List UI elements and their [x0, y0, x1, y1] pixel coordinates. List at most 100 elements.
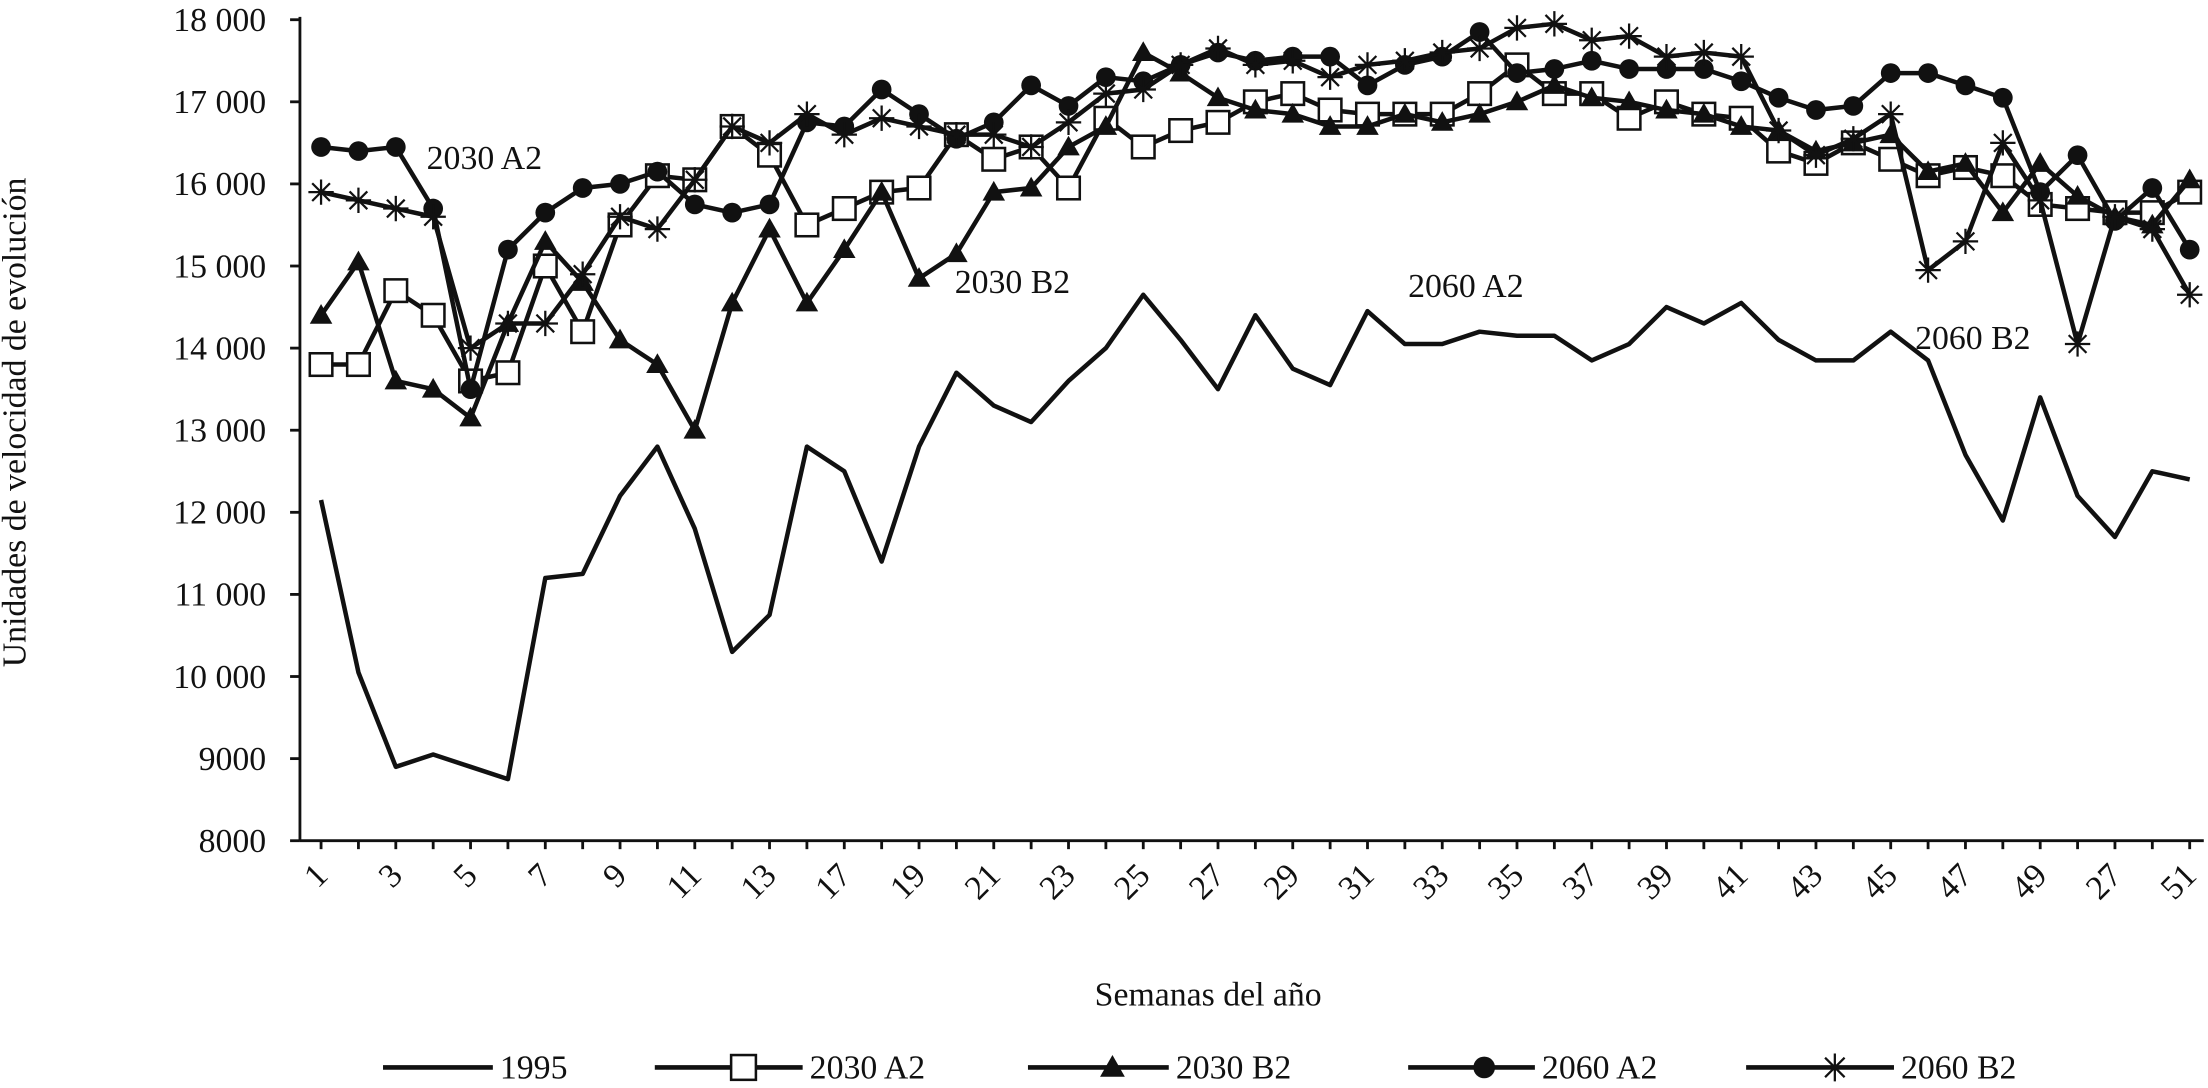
x-tick-label: 33 — [1406, 857, 1456, 907]
marker — [1357, 75, 1378, 96]
marker — [1843, 96, 1864, 116]
legend-label: 2030 A2 — [810, 1050, 925, 1087]
marker — [1992, 87, 2013, 108]
marker — [1356, 115, 1379, 135]
marker — [607, 204, 633, 230]
marker — [534, 230, 557, 250]
x-tick-label: 1 — [297, 857, 335, 895]
marker — [1096, 67, 1116, 88]
y-axis-title: Unidades de velocidad de evolución — [0, 178, 33, 668]
series: 2030 B2 — [309, 41, 2201, 1087]
annotation: 2030 B2 — [955, 264, 1070, 301]
marker — [347, 250, 370, 271]
marker — [608, 328, 632, 349]
marker — [1205, 35, 1231, 62]
x-tick-label: 51 — [2154, 857, 2204, 907]
marker — [308, 179, 334, 205]
legend-label: 1995 — [500, 1050, 568, 1087]
marker — [1655, 98, 1678, 119]
marker — [2067, 145, 2088, 166]
x-tick-label: 47 — [1930, 857, 1980, 907]
marker — [794, 212, 820, 238]
marker — [1055, 109, 1082, 136]
marker — [1916, 160, 1940, 181]
x-tick-label: 7 — [521, 857, 559, 895]
x-tick-label: 9 — [596, 857, 634, 895]
marker — [1991, 201, 2015, 222]
marker — [1990, 130, 2016, 156]
marker — [345, 187, 372, 214]
x-tick-label: 5 — [447, 857, 485, 895]
y-tick-label: 17 000 — [173, 84, 266, 121]
marker — [943, 121, 970, 148]
marker — [1130, 76, 1156, 103]
marker — [682, 167, 708, 193]
marker — [457, 335, 484, 361]
series-line — [320, 29, 2192, 392]
marker — [871, 79, 892, 100]
y-tick-label: 18 000 — [173, 2, 266, 39]
series-line — [318, 292, 2191, 782]
marker — [756, 130, 783, 156]
x-axis-title: Semanas del año — [1095, 976, 1322, 1013]
marker — [2179, 239, 2200, 260]
marker — [2027, 187, 2053, 214]
marker — [1206, 86, 1230, 107]
legend-label: 2060 A2 — [1542, 1050, 1657, 1087]
y-tick-label: 14 000 — [173, 330, 266, 367]
marker — [759, 194, 780, 215]
marker — [1430, 111, 1454, 131]
marker — [1019, 176, 1043, 197]
marker — [647, 161, 668, 182]
marker — [1205, 109, 1231, 135]
x-tick-label: 25 — [1107, 857, 1157, 907]
marker — [1168, 118, 1194, 144]
marker — [459, 406, 482, 427]
marker — [311, 137, 331, 157]
marker — [1429, 39, 1455, 66]
marker — [348, 141, 369, 161]
marker — [421, 377, 445, 398]
x-tick-label: 37 — [1556, 857, 1606, 907]
y-tick-label: 9000 — [199, 741, 267, 778]
marker — [795, 291, 819, 312]
marker — [1581, 50, 1602, 71]
y-tick-label: 12 000 — [173, 495, 266, 532]
marker — [1619, 59, 1639, 79]
marker — [1473, 1056, 1496, 1079]
marker — [1131, 41, 1155, 62]
x-tick-label: 29 — [1257, 857, 1307, 907]
marker — [1507, 63, 1527, 83]
marker — [722, 202, 743, 223]
x-tick-label: 27 — [1182, 857, 1232, 907]
x-tick-label: 3 — [372, 857, 410, 895]
series: 2030 A2 — [308, 52, 2203, 1087]
x-tick-label: 41 — [1705, 857, 1755, 907]
marker — [1057, 135, 1080, 156]
y-tick-label: 16 000 — [173, 166, 266, 203]
marker — [1765, 117, 1792, 144]
marker — [1280, 81, 1306, 107]
y-tick-label: 10 000 — [173, 659, 266, 696]
x-tick-label: 19 — [883, 857, 933, 907]
marker — [870, 180, 893, 201]
marker — [495, 310, 521, 337]
marker — [1467, 81, 1493, 107]
y-tick-label: 15 000 — [173, 248, 266, 285]
marker — [1728, 43, 1754, 70]
marker — [981, 121, 1007, 148]
marker — [1952, 228, 1979, 255]
marker — [729, 1053, 758, 1082]
marker — [906, 113, 932, 140]
marker — [684, 194, 705, 215]
marker — [1693, 59, 1714, 79]
marker — [1504, 15, 1530, 41]
x-tick-label: 39 — [1631, 857, 1681, 907]
marker — [1505, 90, 1529, 111]
annotation: 2030 A2 — [427, 140, 542, 177]
x-tick-label: 13 — [734, 857, 784, 907]
marker — [1055, 175, 1082, 201]
marker — [1094, 115, 1118, 135]
marker — [1820, 1053, 1849, 1082]
